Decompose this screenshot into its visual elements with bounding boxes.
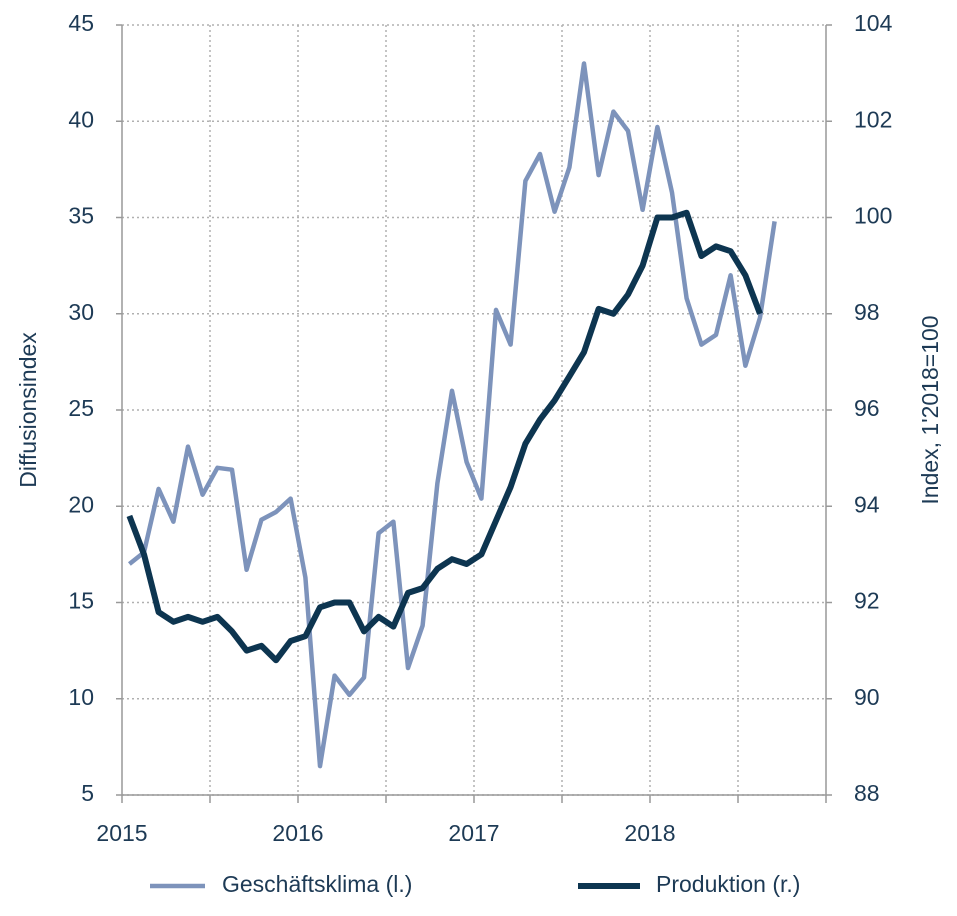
y2-tick-label: 88 [854,780,880,806]
y2-tick-label: 100 [854,203,892,229]
line-series [128,61,777,769]
y-tick-label: 30 [68,299,94,325]
y2-tick-label: 90 [854,684,880,710]
y2-axis-label: Index, 1'2018=100 [917,315,943,504]
line-series [126,209,763,664]
y-tick-label: 15 [68,588,94,614]
x-tick-label: 2017 [448,820,499,846]
y2-tick-label: 94 [854,491,880,517]
x-tick-label: 2015 [96,820,147,846]
y2-tick-label: 102 [854,106,892,132]
x-tick-label: 2018 [624,820,675,846]
legend-label: Geschäftsklima (l.) [222,871,412,897]
x-tick-label: 2016 [272,820,323,846]
y-tick-label: 10 [68,684,94,710]
y2-tick-label: 98 [854,299,880,325]
y2-tick-label: 92 [854,588,880,614]
y-tick-label: 5 [81,780,94,806]
y-tick-label: 25 [68,395,94,421]
y2-tick-label: 96 [854,395,880,421]
y2-tick-label: 104 [854,10,893,36]
y-tick-label: 20 [68,491,94,517]
y-tick-label: 45 [68,10,94,36]
y-tick-label: 40 [68,106,94,132]
y-tick-label: 35 [68,203,94,229]
legend-label: Produktion (r.) [656,871,800,897]
y-axis-label: Diffusionsindex [15,332,41,488]
